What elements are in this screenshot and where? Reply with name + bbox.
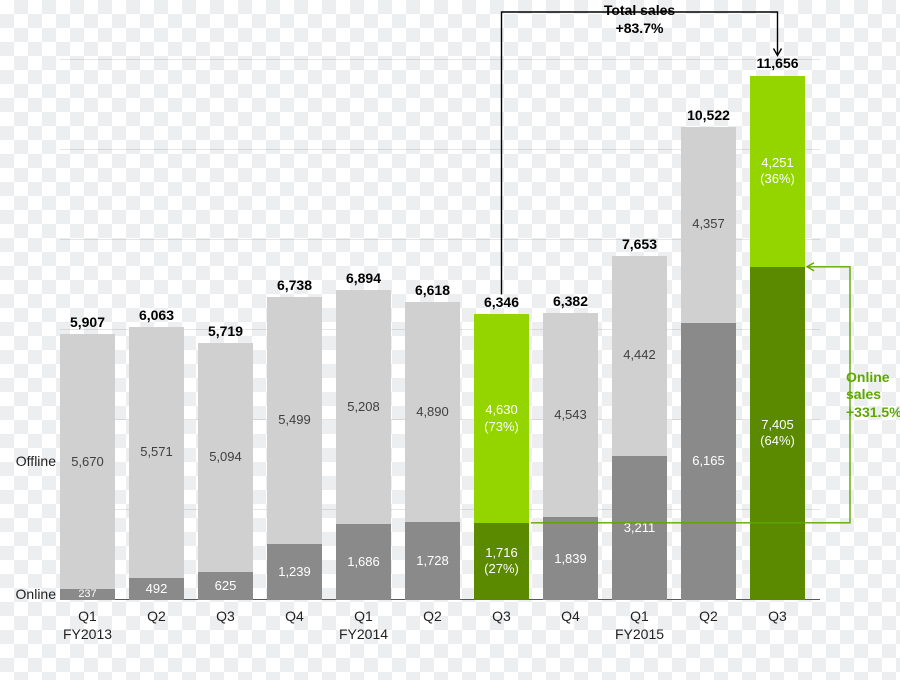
segment-online: 7,405 (64%) xyxy=(750,267,805,600)
segment-offline-label: 4,251 (36%) xyxy=(760,155,795,188)
segment-offline-label: 5,571 xyxy=(140,444,173,460)
bar-slot: 6,1654,35710,522Q2 xyxy=(681,60,736,600)
segment-offline-label: 4,357 xyxy=(692,216,725,232)
axis-label-offline: Offline xyxy=(4,453,56,469)
segment-offline: 4,890 xyxy=(405,302,460,522)
segment-online-label: 1,728 xyxy=(416,553,449,569)
bar-total-label: 10,522 xyxy=(681,107,736,123)
segment-online-label: 625 xyxy=(215,578,237,594)
segment-offline-label: 5,094 xyxy=(209,449,242,465)
bar-total-label: 6,894 xyxy=(336,270,391,286)
segment-online: 1,716 (27%) xyxy=(474,523,529,600)
segment-offline-label: 4,890 xyxy=(416,404,449,420)
x-axis-label: Q2 xyxy=(147,600,166,626)
segment-offline: 5,499 xyxy=(267,297,322,544)
bar-slot: 3,2114,4427,653Q1 FY2015 xyxy=(612,60,667,600)
segment-online: 1,839 xyxy=(543,517,598,600)
axis-label-online: Online xyxy=(4,586,56,602)
bar-slot: 7,405 (64%)4,251 (36%)11,656Q3 xyxy=(750,60,805,600)
segment-online-label: 1,686 xyxy=(347,554,380,570)
segment-online-label: 1,716 (27%) xyxy=(484,545,519,578)
bar-slot: 1,8394,5436,382Q4 xyxy=(543,60,598,600)
segment-online-label: 7,405 (64%) xyxy=(760,417,795,450)
segment-offline-label: 5,670 xyxy=(71,454,104,470)
segment-online-label: 492 xyxy=(146,581,168,597)
bar-total-label: 6,382 xyxy=(543,293,598,309)
x-axis-label: Q4 xyxy=(561,600,580,626)
x-axis-label: Q2 xyxy=(699,600,718,626)
bar-total-label: 6,618 xyxy=(405,282,460,298)
bar-slot: 4925,5716,063Q2 xyxy=(129,60,184,600)
x-axis-label: Q3 xyxy=(216,600,235,626)
segment-online: 3,211 xyxy=(612,456,667,600)
segment-offline-label: 5,499 xyxy=(278,412,311,428)
segment-offline: 5,094 xyxy=(198,343,253,572)
bar-slot: 1,2395,4996,738Q4 xyxy=(267,60,322,600)
x-axis-label: Q3 xyxy=(768,600,787,626)
segment-online-label: 1,839 xyxy=(554,551,587,567)
bar-slot: 2375,6705,907Q1 FY2013 xyxy=(60,60,115,600)
segment-online: 1,728 xyxy=(405,522,460,600)
segment-offline: 4,543 xyxy=(543,313,598,517)
bar-total-label: 6,738 xyxy=(267,277,322,293)
segment-online: 1,239 xyxy=(267,544,322,600)
callout-online-sales: Online sales +331.5% xyxy=(846,369,900,422)
segment-offline: 5,208 xyxy=(336,290,391,524)
segment-offline: 5,670 xyxy=(60,334,115,589)
segment-offline-label: 5,208 xyxy=(347,399,380,415)
segment-online-label: 1,239 xyxy=(278,564,311,580)
bar-slot: 1,716 (27%)4,630 (73%)6,346Q3 xyxy=(474,60,529,600)
bar-total-label: 6,063 xyxy=(129,307,184,323)
bar-total-label: 6,346 xyxy=(474,294,529,310)
segment-offline-label: 4,442 xyxy=(623,347,656,363)
x-axis-label: Q4 xyxy=(285,600,304,626)
bar-total-label: 7,653 xyxy=(612,236,667,252)
segment-online-label: 6,165 xyxy=(692,453,725,469)
x-axis-label: Q1 FY2014 xyxy=(339,600,388,643)
bar-total-label: 5,719 xyxy=(198,323,253,339)
x-axis-label: Q1 FY2015 xyxy=(615,600,664,643)
segment-online: 492 xyxy=(129,578,184,600)
x-axis-label: Q1 FY2013 xyxy=(63,600,112,643)
x-axis-label: Q3 xyxy=(492,600,511,626)
segment-offline: 4,357 xyxy=(681,127,736,323)
segment-offline: 4,251 (36%) xyxy=(750,76,805,267)
segment-offline: 4,442 xyxy=(612,256,667,456)
segment-offline-label: 4,630 (73%) xyxy=(484,402,519,435)
bar-total-label: 5,907 xyxy=(60,314,115,330)
segment-online: 1,686 xyxy=(336,524,391,600)
arrowhead-icon xyxy=(774,48,782,55)
segment-offline: 5,571 xyxy=(129,327,184,578)
segment-online: 237 xyxy=(60,589,115,600)
bar-total-label: 11,656 xyxy=(750,55,805,71)
chart-stage: 237 5,670 5,907 Q1 FY2013 492 5,571 6,063 Q2 625… xyxy=(0,0,900,680)
segment-offline-label: 4,543 xyxy=(554,407,587,423)
bar-slot: 6255,0945,719Q3 xyxy=(198,60,253,600)
x-axis-label: Q2 xyxy=(423,600,442,626)
plot-area: 2375,6705,907Q1 FY20134925,5716,063Q2625… xyxy=(60,60,820,600)
bar-slot: 1,7284,8906,618Q2 xyxy=(405,60,460,600)
segment-online: 625 xyxy=(198,572,253,600)
segment-online: 6,165 xyxy=(681,323,736,600)
bar-slot: 1,6865,2086,894Q1 FY2014 xyxy=(336,60,391,600)
segment-online-label: 3,211 xyxy=(624,520,656,536)
callout-total-sales: Total sales +83.7% xyxy=(570,2,710,37)
segment-offline: 4,630 (73%) xyxy=(474,314,529,522)
